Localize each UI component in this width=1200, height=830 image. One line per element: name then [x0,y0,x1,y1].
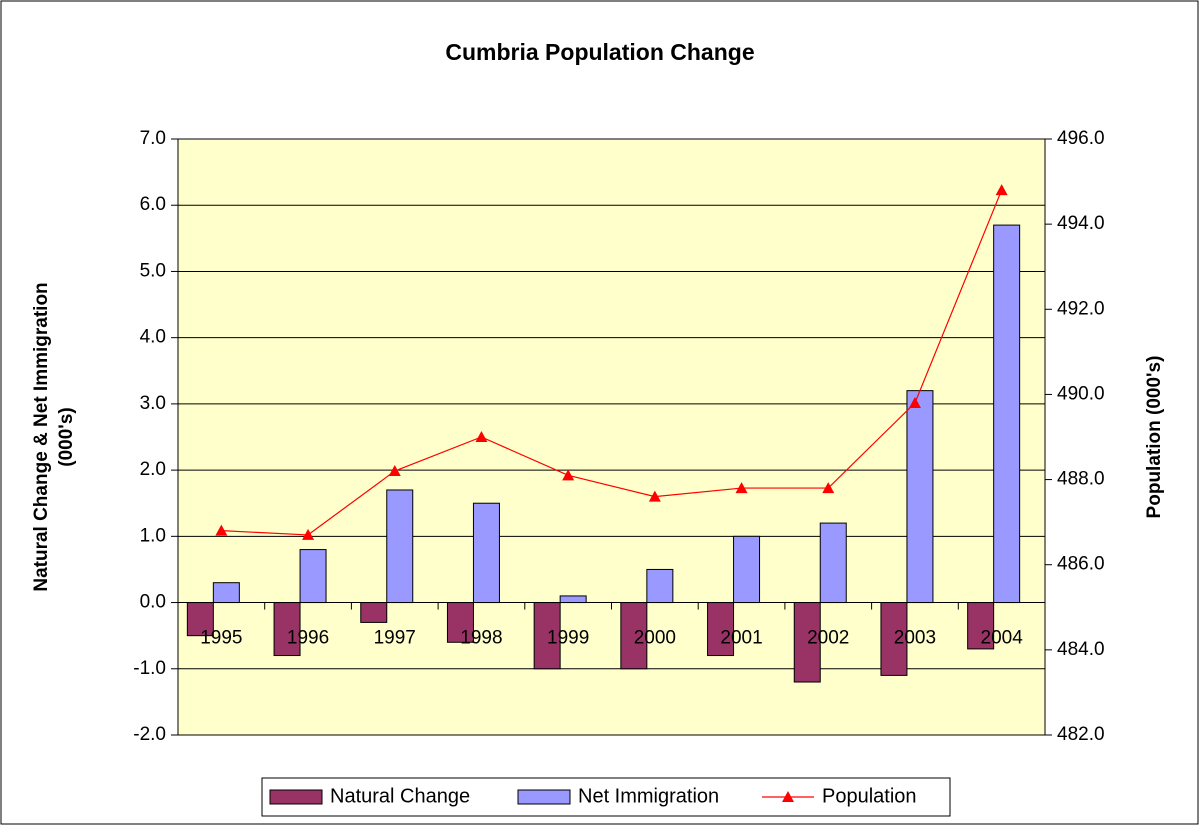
x-tick-label: 1999 [547,628,589,649]
bar [993,224,1021,604]
y2-tick-label: 490.0 [1057,383,1105,404]
bar [707,602,735,657]
y2-axis-title-text: Population (000's) [1144,356,1165,519]
bar [967,602,995,650]
x-tick-label: 1997 [374,628,416,649]
y-tick-label: 4.0 [140,327,166,348]
bar [819,522,847,604]
chart-title: Cumbria Population Change [445,39,754,65]
marker [735,482,748,494]
x-tick-label: 1996 [287,628,329,649]
bar [880,602,908,676]
bar [360,602,388,623]
y-tick-label: 2.0 [140,459,166,480]
bar [646,568,674,604]
marker [648,490,661,502]
y-tick-label: 7.0 [140,128,166,149]
y2-tick-label: 486.0 [1057,554,1105,575]
x-tick-label: 2002 [807,628,849,649]
bar [472,502,500,604]
y-tick-label: 3.0 [140,393,166,414]
marker [822,482,835,494]
y2-tick-label: 492.0 [1057,298,1105,319]
y2-tick-label: 494.0 [1057,213,1105,234]
bar [733,535,761,604]
line [221,189,1003,536]
x-tick-label: 2004 [981,628,1024,649]
marker [302,528,315,540]
bar [299,549,327,604]
y-axis-title-line: Natural Change & Net Immigration [31,282,52,591]
x-tick-label: 2003 [894,628,936,649]
y-tick-label: 5.0 [140,260,166,281]
marker [995,184,1008,196]
x-tick-label: 2001 [720,628,762,649]
y2-axis-title: Population (000's) [1144,356,1165,519]
marker [475,431,488,442]
marker [215,524,228,536]
marker [388,465,401,477]
y2-tick-label: 484.0 [1057,639,1105,660]
legend-box [261,777,951,817]
y2-tick-label: 496.0 [1057,128,1105,149]
x-tick-label: 1995 [200,628,242,649]
bar [446,602,474,643]
x-tick-label: 1998 [460,628,502,649]
y-tick-label: -2.0 [133,724,166,745]
y2-tick-label: 488.0 [1057,469,1105,490]
bar [620,602,648,670]
legend-swatch [517,789,571,805]
y-axis-title-line: (000's) [56,407,77,466]
bar [793,602,821,683]
bar [212,582,240,604]
marker [562,469,575,481]
legend-marker [782,791,794,802]
marker [908,396,921,408]
y-tick-label: -1.0 [133,658,166,679]
legend-label: Net Immigration [578,785,719,807]
y-axis-title: Natural Change & Net Immigration (000's) [31,282,77,591]
y-tick-label: 6.0 [140,194,166,215]
bar [186,602,214,637]
legend-swatch [269,789,323,805]
legend-label: Population [822,785,917,807]
bar [533,602,561,670]
x-tick-label: 2000 [634,628,676,649]
y2-tick-label: 482.0 [1057,724,1105,745]
bar [273,602,301,657]
bar [906,390,934,604]
y-tick-label: 1.0 [140,525,166,546]
bar [559,595,587,604]
bar [386,489,414,604]
y-tick-label: 0.0 [140,592,166,613]
legend-label: Natural Change [330,785,470,807]
